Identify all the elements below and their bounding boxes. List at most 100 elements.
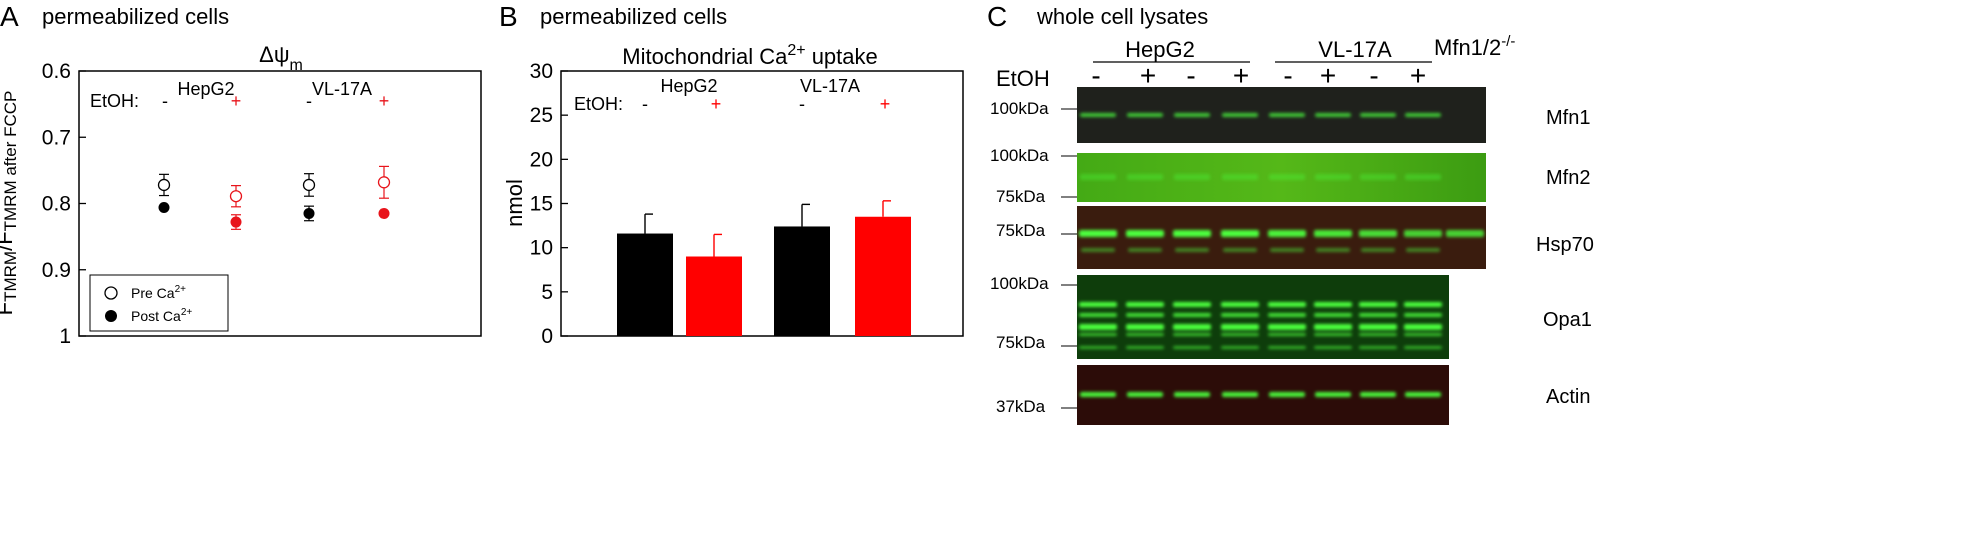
band-hsp70-lower: [1081, 248, 1115, 252]
protein-label-actin: Actin: [1546, 386, 1590, 408]
band-mfn2: [1269, 174, 1305, 180]
panel-a-ytick-label: 1: [59, 325, 71, 348]
panel-b-y-axis: 0 5 10 15 20 25 30: [530, 60, 568, 348]
group-label-vl17a: VL-17A: [1318, 37, 1392, 62]
panel-b-ylabel: nmol: [502, 179, 527, 227]
panel-a-data-marks: [157, 165, 391, 230]
marker-actin-37: 37kDa: [996, 397, 1046, 416]
band-opa1: [1126, 324, 1164, 330]
band-opa1: [1079, 313, 1117, 317]
band-hsp70: [1079, 230, 1117, 237]
lane-sign-3: -: [1186, 60, 1195, 91]
panel-b-bar: [617, 233, 673, 336]
marker-mfn2-100: 100kDa: [990, 146, 1049, 165]
band-opa1: [1268, 333, 1306, 336]
legend-post-sup: 2+: [181, 307, 193, 318]
panel-b-etoh-plus-2: +: [880, 94, 891, 114]
panel-b-ytick-label: 15: [530, 193, 553, 216]
band-opa1: [1314, 324, 1352, 330]
panel-b-etoh-minus-2: -: [799, 94, 805, 114]
band-opa1: [1126, 346, 1164, 349]
band-opa1: [1404, 333, 1442, 336]
lane-sign-6: +: [1320, 60, 1336, 91]
band-actin: [1127, 392, 1163, 397]
blot-bands: [1079, 113, 1484, 397]
panel-b-title-post: uptake: [806, 44, 878, 69]
panel-a-title: Δψm: [259, 42, 303, 74]
legend-pre-marker: [104, 286, 118, 300]
legend-post-main: Post Ca: [131, 308, 181, 324]
panel-a-point-pre: [229, 190, 243, 203]
band-opa1: [1173, 313, 1211, 317]
panel-c-header: whole cell lysates: [1036, 4, 1208, 29]
knockout-sup: -/-: [1501, 33, 1515, 50]
protein-label-hsp70: Hsp70: [1536, 234, 1594, 256]
panel-b-etoh-label: EtOH:: [574, 94, 623, 114]
panel-a-cell-line-hepg2: HepG2: [177, 79, 234, 99]
protein-label-mfn1: Mfn1: [1546, 107, 1590, 129]
band-opa1: [1359, 346, 1397, 349]
band-opa1: [1268, 313, 1306, 317]
panel-a-point-post: [378, 207, 390, 219]
band-hsp70: [1173, 230, 1211, 237]
band-hsp70: [1221, 230, 1259, 237]
panel-a-point-pre: [377, 176, 391, 189]
band-hsp70: [1126, 230, 1164, 237]
panel-b-ytick-label: 25: [530, 104, 553, 127]
band-actin: [1174, 392, 1210, 397]
protein-label-mfn2: Mfn2: [1546, 167, 1590, 189]
band-mfn1: [1080, 113, 1116, 117]
ylabel-part-f1: F: [0, 302, 17, 315]
panel-a-ylabel: FTMRM/FTMRM after FCCP: [0, 91, 20, 316]
band-hsp70: [1446, 230, 1484, 237]
band-actin: [1269, 392, 1305, 397]
band-mfn1: [1405, 113, 1441, 117]
band-opa1: [1314, 333, 1352, 336]
legend-post-marker: [105, 310, 117, 322]
panel-a-etoh-label: EtOH:: [90, 91, 139, 111]
lane-sign-1: -: [1091, 60, 1100, 91]
panel-a-letter: A: [0, 1, 19, 32]
legend-pre-main: Pre Ca: [131, 285, 175, 301]
band-opa1: [1221, 333, 1259, 336]
band-actin: [1222, 392, 1258, 397]
band-mfn2: [1080, 174, 1116, 180]
lane-sign-8: +: [1410, 60, 1426, 91]
knockout-main: Mfn1/2: [1434, 35, 1501, 60]
panel-a-ytick-label: 0.6: [42, 60, 71, 83]
lane-sign-5: -: [1283, 60, 1292, 91]
panel-b-ytick-label: 30: [530, 60, 553, 83]
marker-mfn1-100: 100kDa: [990, 99, 1049, 118]
ylabel-part-sub1: TMRM: [1, 251, 20, 302]
panel-c-letter: C: [987, 1, 1007, 32]
band-hsp70-lower: [1128, 248, 1162, 252]
legend-post-label: Post Ca2+: [131, 307, 192, 324]
band-mfn1: [1269, 113, 1305, 117]
panel-c: C whole cell lysates HepG2 VL-17A Mfn1/2…: [987, 1, 1594, 425]
panel-b-cell-line-vl17a: VL-17A: [800, 76, 860, 96]
panel-b-title-pre: Mitochondrial Ca: [622, 44, 788, 69]
panel-a-etoh-minus-2: -: [306, 91, 312, 111]
panel-b-etoh-minus-1: -: [642, 94, 648, 114]
legend-pre-sup: 2+: [175, 284, 187, 295]
band-mfn2: [1127, 174, 1163, 180]
band-mfn2: [1222, 174, 1258, 180]
panel-a-etoh-plus-2: +: [379, 91, 390, 111]
band-hsp70: [1268, 230, 1306, 237]
group-label-hepg2: HepG2: [1125, 37, 1195, 62]
band-mfn1: [1315, 113, 1351, 117]
panel-a-cell-line-vl17a: VL-17A: [312, 79, 372, 99]
band-mfn1: [1127, 113, 1163, 117]
band-opa1: [1173, 324, 1211, 330]
panel-a-point-post: [230, 216, 242, 228]
band-mfn1: [1360, 113, 1396, 117]
marker-opa1-100: 100kDa: [990, 274, 1049, 293]
band-opa1: [1314, 346, 1352, 349]
band-hsp70-lower: [1175, 248, 1209, 252]
panel-a-etoh-minus-1: -: [162, 91, 168, 111]
knockout-label: Mfn1/2-/-: [1434, 33, 1515, 60]
panel-b-title: Mitochondrial Ca2+ uptake: [622, 42, 878, 69]
band-opa1: [1268, 324, 1306, 330]
band-opa1: [1221, 313, 1259, 317]
